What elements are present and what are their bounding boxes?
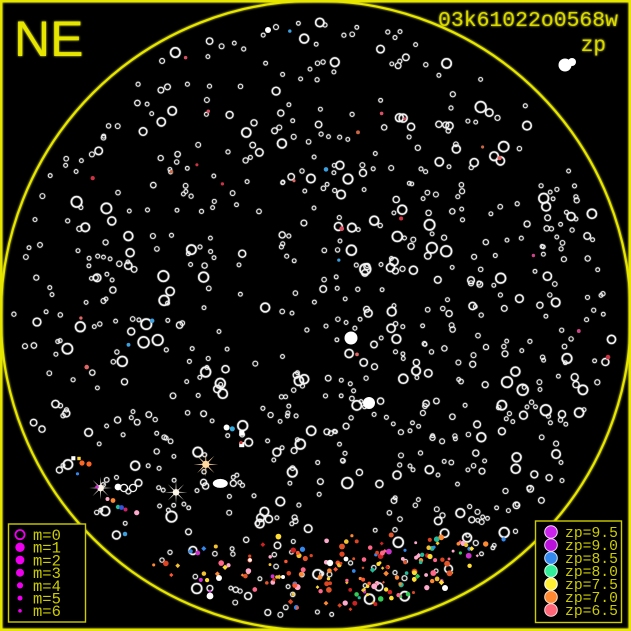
svg-text:m=6: m=6 — [33, 603, 61, 621]
svg-text:NE: NE — [14, 11, 83, 67]
svg-text:zp: zp — [581, 35, 606, 58]
svg-text:03k61022o0568w: 03k61022o0568w — [438, 10, 618, 33]
svg-text:zp=6.5: zp=6.5 — [565, 604, 618, 620]
